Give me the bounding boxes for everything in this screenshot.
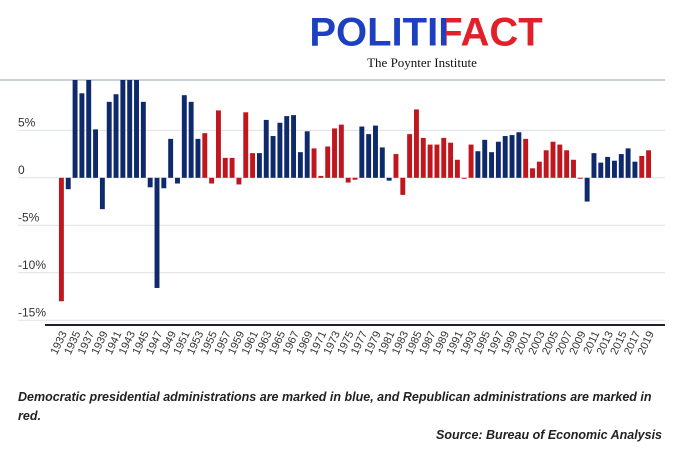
bar [441,137,447,178]
bar [611,160,617,178]
y-tick-label: -5% [18,210,40,224]
bar [181,95,187,178]
bar [236,177,242,185]
bar [154,177,160,288]
bar [147,177,153,188]
bar [461,177,467,179]
bar [407,134,413,178]
bar [127,80,133,178]
y-tick-label: 0 [18,163,25,177]
caption: Democratic presidential administrations … [18,390,652,423]
bar [113,94,119,178]
bar [215,110,221,178]
bar [373,125,378,178]
bar [297,152,303,178]
bar [427,144,433,178]
y-tick-label: -10% [18,258,46,272]
bar [325,146,331,178]
logo-subtitle: The Poynter Institute [367,55,477,70]
bar [393,154,399,178]
bar [58,177,64,302]
bar [420,137,426,178]
bar [359,126,365,178]
bar [434,144,440,178]
bar [475,151,481,178]
bar [229,157,235,178]
bar [332,128,337,178]
bar [134,80,139,178]
bar [598,162,604,178]
bar [366,134,372,178]
bar [263,119,269,178]
bar [605,156,611,178]
bar [618,154,624,178]
bar [222,157,228,178]
bar [86,80,92,178]
bar [120,80,126,178]
bar [72,80,78,178]
bar [502,136,508,178]
bar [536,161,542,178]
bar [65,177,71,190]
bar [646,150,652,178]
bar [386,177,392,181]
bar [188,101,194,178]
bar [379,147,385,178]
y-tick-label: 5% [18,116,36,130]
bar [577,177,583,179]
bar [509,135,515,178]
bar [468,144,474,178]
bar [639,155,645,178]
bar [318,175,324,178]
bar [284,116,290,178]
bar [591,153,597,178]
bar [99,177,105,210]
bar [195,138,201,178]
bar [564,150,570,178]
bar [571,159,576,178]
bar [516,132,522,178]
bar [140,101,146,178]
bar [277,122,283,178]
bar [482,139,488,178]
bar [175,177,180,184]
bar [543,150,549,178]
bar [400,177,406,195]
chart: POLITIFACT The Poynter Institute 5% 0 -5% -… [0,11,665,357]
bar [161,177,167,189]
bar [168,138,174,178]
bar [250,153,256,178]
bar [495,141,501,178]
bar [202,133,208,178]
source: Source: Bureau of Economic Analysis [436,428,662,442]
bar [270,136,276,178]
bar [454,159,460,178]
bar [530,168,535,178]
bar [489,152,495,178]
bar [413,109,419,178]
bar [557,144,563,178]
bar [106,101,112,178]
bar [311,148,317,178]
bar [243,112,249,178]
bar [256,153,262,178]
bar [584,177,590,202]
bar [523,138,529,178]
bar [304,131,310,178]
bar [93,129,99,178]
bar [632,161,638,178]
bar [448,142,454,178]
logo: POLITIFACT [309,11,542,55]
bar [209,177,215,184]
bar [550,141,556,178]
bar [345,177,351,183]
bar [79,93,85,178]
bar [625,148,631,178]
bar [338,124,344,178]
y-tick-label: -15% [18,305,46,319]
bar [352,177,358,180]
bar [291,115,297,178]
